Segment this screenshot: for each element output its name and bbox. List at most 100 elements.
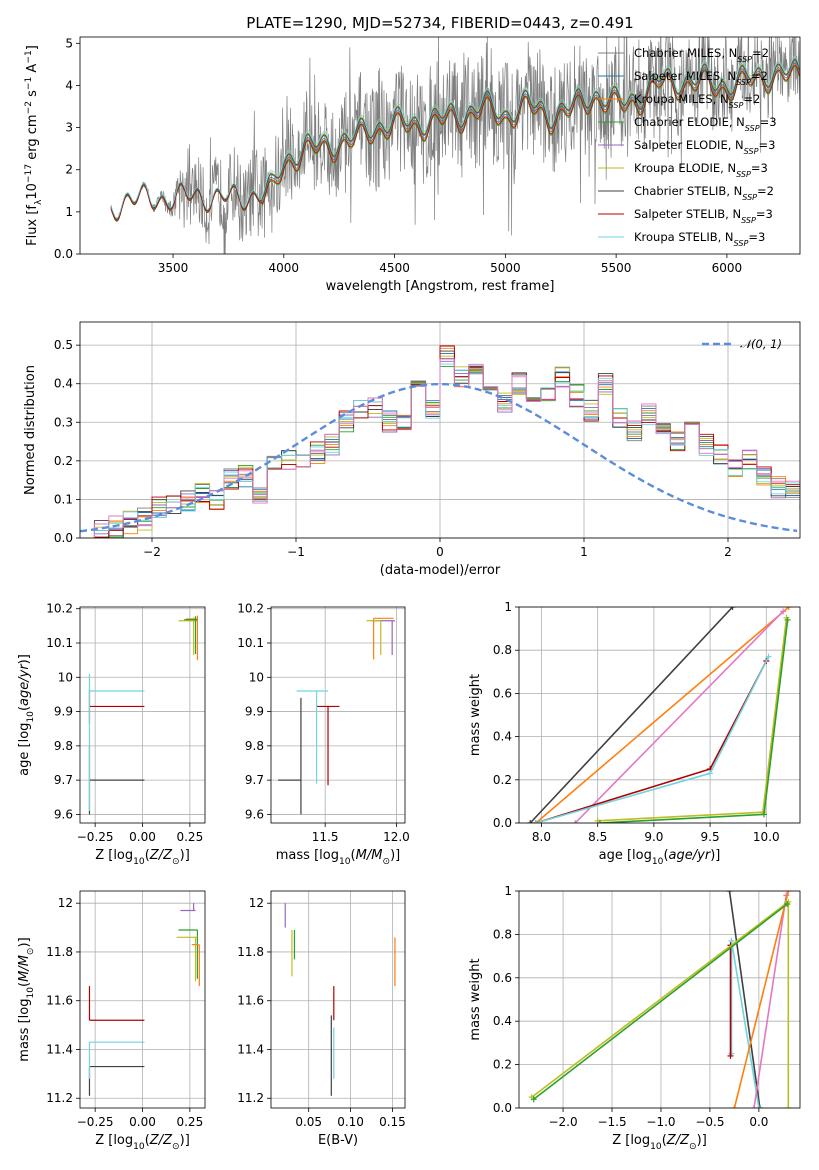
x-tick-label: 8.0 — [532, 830, 551, 844]
data-point-marker — [784, 901, 791, 908]
y-tick-label: 9.9 — [245, 705, 264, 719]
x-tick-label: −2.0 — [548, 1115, 577, 1129]
x-tick-label: −1.5 — [597, 1115, 626, 1129]
legend-label: Kroupa STELIB, NSSP=3 — [634, 230, 765, 248]
y-tick-label: 11.4 — [46, 1042, 73, 1056]
x-axis-label: Z [log10(Z/Z⊙)] — [95, 1133, 190, 1152]
y-tick-label: 0.0 — [493, 816, 512, 830]
y-tick-label: 11.8 — [46, 945, 73, 959]
y-tick-label: 0.6 — [493, 686, 512, 700]
axes: −0.25 0.00 0.25 11.2 11.4 11.6 11.8 12 Z [log10(… — [17, 890, 206, 1152]
plot-area — [80, 345, 800, 538]
data-point-marker — [785, 607, 792, 610]
x-tick-label: −0.25 — [77, 1115, 114, 1129]
y-tick-label: 0.2 — [493, 1058, 512, 1072]
gaussian-curve — [80, 382, 798, 533]
x-tick-label: −0.5 — [695, 1115, 724, 1129]
x-tick-label: 0 — [436, 545, 444, 559]
panel-weight-vs-age: 8.0 8.5 9.0 9.5 10.0 0.0 0.2 0.4 0.6 0.8 1 age [log… — [468, 600, 801, 867]
x-tick-label: 1 — [580, 545, 588, 559]
x-tick-label: −2 — [143, 545, 161, 559]
x-axis-label: age [log10(age/yr)] — [599, 848, 721, 867]
y-axis-label: mass [log10(M/M⊙)] — [17, 937, 36, 1061]
axes-frame — [518, 606, 801, 824]
x-tick-label: 9.0 — [644, 830, 663, 844]
x-tick-label: 2 — [724, 545, 732, 559]
panel-mass-vs-Z: −0.25 0.00 0.25 11.2 11.4 11.6 11.8 12 Z [log10(… — [17, 890, 206, 1152]
axes-frame — [79, 890, 206, 1109]
y-axis-label: age [log10(age/yr)] — [17, 654, 36, 776]
y-tick-label: 0.5 — [54, 338, 73, 352]
x-tick-label: 12.0 — [383, 830, 410, 844]
legend: Chabrier MILES, NSSP=2 Salpeter MILES, NS… — [598, 46, 777, 248]
model-line-chabrier-stelib — [110, 59, 800, 220]
x-tick-label: 0.00 — [129, 830, 156, 844]
y-tick-label: 4 — [65, 78, 73, 92]
y-tick-label: 9.8 — [245, 739, 264, 753]
y-tick-label: 11.6 — [237, 994, 264, 1008]
data-point-marker — [750, 1105, 757, 1108]
y-axis-label: Normed distribution — [23, 365, 38, 495]
x-axis-label: E(B-V) — [318, 1133, 358, 1148]
axes-frame — [270, 890, 406, 1109]
x-tick-label: 11.5 — [312, 830, 339, 844]
y-tick-label: 10.2 — [237, 602, 264, 616]
plot-area — [110, 37, 800, 254]
weight-line — [753, 895, 788, 1108]
data-point-marker — [572, 820, 579, 823]
data-point-marker — [726, 891, 733, 894]
y-tick-label: 1 — [65, 205, 73, 219]
x-tick-label: −1 — [287, 545, 305, 559]
weight-line — [533, 903, 788, 1100]
panel-weight-vs-Z: −2.0 −1.5 −1.0 −0.5 0.0 0.0 0.2 0.4 0.6 0.8 1 Z [lo… — [468, 884, 801, 1152]
data-point-marker — [707, 770, 714, 777]
observed-spectrum — [110, 37, 800, 254]
data-point-marker — [785, 1105, 792, 1108]
y-tick-label: 9.9 — [54, 705, 73, 719]
data-point-marker — [756, 1105, 763, 1108]
legend-label: Chabrier STELIB, NSSP=2 — [634, 184, 774, 202]
y-tick-label: 9.7 — [245, 773, 264, 787]
panel-age-vs-Z: −0.25 0.00 0.25 9.6 9.7 9.8 9.9 10 10.1 10.2 Z [lo… — [17, 602, 206, 867]
weight-line — [728, 891, 761, 1108]
y-tick-label: 10 — [249, 670, 264, 684]
x-tick-label: −0.25 — [77, 830, 114, 844]
axes: 3500 4000 4500 5000 5500 6000 0.0 1 2 3 4 5 waveleng… — [24, 36, 801, 294]
plot-area — [88, 903, 200, 1096]
y-tick-label: 10.1 — [46, 636, 73, 650]
x-tick-label: 0.05 — [295, 1115, 322, 1129]
data-point-marker — [727, 1052, 734, 1059]
axes-frame — [79, 321, 801, 539]
panel-mass-vs-EBV: 0.05 0.10 0.15 11.2 11.4 11.6 11.8 12 E(B-V) — [237, 890, 406, 1148]
y-axis-label: Flux [fλ10−17 erg cm−2 s−1 A−1] — [24, 45, 44, 246]
axes: 0.05 0.10 0.15 11.2 11.4 11.6 11.8 12 E(B-V) — [237, 890, 406, 1148]
x-tick-label: 10.0 — [753, 830, 780, 844]
x-axis-label: Z [log10(Z/Z⊙)] — [95, 848, 190, 867]
x-tick-label: 0.15 — [379, 1115, 406, 1129]
x-tick-label: −1.0 — [646, 1115, 675, 1129]
legend: 𝒩(0, 1) — [702, 337, 782, 351]
y-axis-label: mass weight — [468, 958, 483, 1040]
y-tick-label: 11.2 — [46, 1091, 73, 1105]
y-tick-label: 11.2 — [237, 1091, 264, 1105]
y-tick-label: 0.0 — [54, 247, 73, 261]
y-tick-label: 0.0 — [54, 531, 73, 545]
legend-label: Chabrier ELODIE, NSSP=3 — [634, 115, 777, 133]
x-tick-label: 0.0 — [749, 1115, 768, 1129]
y-tick-label: 0.2 — [493, 773, 512, 787]
data-point-marker — [761, 811, 768, 818]
x-tick-label: 6000 — [712, 261, 743, 275]
axes: 11.5 12.0 9.6 9.7 9.8 9.9 10 10.1 10.2 mass [log1… — [237, 602, 410, 867]
data-point-marker — [728, 937, 735, 944]
legend-label: Salpeter ELODIE, NSSP=3 — [634, 138, 775, 156]
y-tick-label: 1 — [504, 600, 512, 614]
y-tick-label: 9.7 — [54, 773, 73, 787]
legend-label: Kroupa ELODIE, NSSP=3 — [634, 161, 768, 179]
x-tick-label: 4500 — [379, 261, 410, 275]
weight-line — [597, 617, 788, 822]
axes-frame — [79, 606, 206, 824]
axes: −2.0 −1.5 −1.0 −0.5 0.0 0.0 0.2 0.4 0.6 0.8 1 Z [lo… — [468, 884, 801, 1152]
y-tick-label: 11.8 — [237, 945, 264, 959]
y-tick-label: 0.3 — [54, 415, 73, 429]
weight-line — [733, 891, 790, 1108]
